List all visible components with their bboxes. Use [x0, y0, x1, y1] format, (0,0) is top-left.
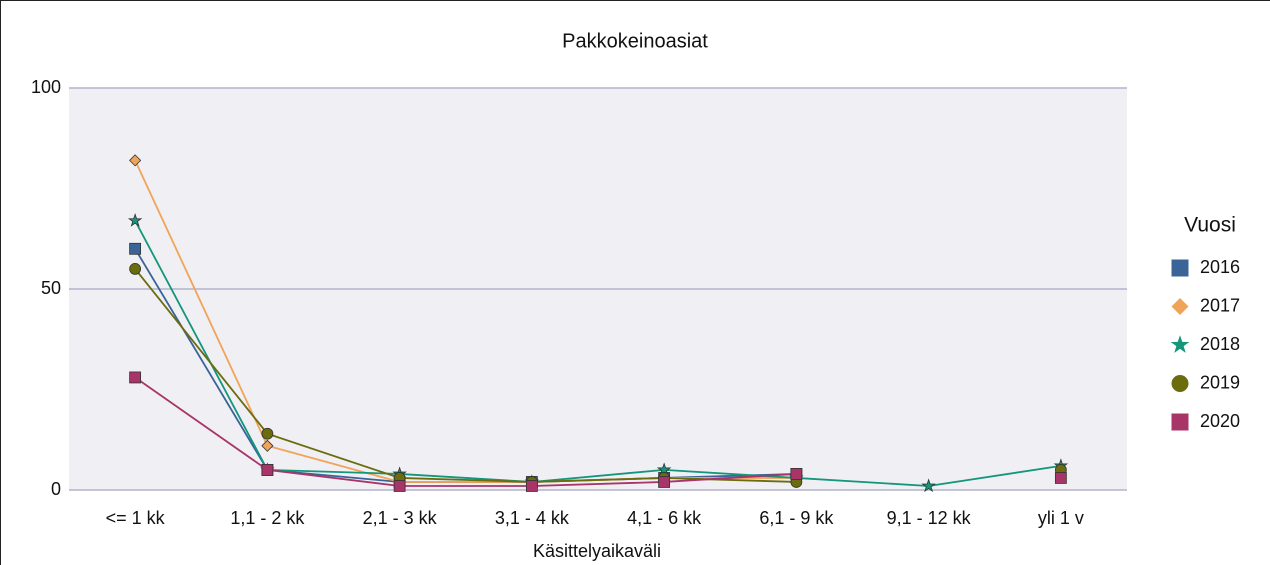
legend-title: Vuosi: [1184, 214, 1236, 237]
y-tick-label: 100: [31, 77, 61, 97]
y-tick-label: 50: [41, 278, 61, 298]
x-axis-label: Käsittelyaikaväli: [533, 541, 661, 561]
legend-label: 2018: [1200, 334, 1240, 354]
marker: [393, 480, 406, 492]
marker: [261, 439, 274, 452]
marker: [129, 242, 142, 255]
x-tick-label: 4,1 - 6 kk: [627, 508, 702, 528]
marker: [127, 213, 143, 227]
series-line: [134, 220, 1062, 487]
legend-label: 2016: [1200, 257, 1240, 277]
x-tick-label: <= 1 kk: [106, 508, 166, 528]
marker: [261, 463, 274, 476]
marker: [790, 468, 803, 480]
marker: [1054, 472, 1067, 484]
marker: [1171, 413, 1189, 431]
marker: [129, 262, 142, 275]
marker: [658, 476, 671, 488]
x-tick-label: yli 1 v: [1038, 508, 1084, 528]
y-tick-label: 0: [51, 479, 61, 499]
marker: [525, 480, 538, 492]
marker: [1171, 375, 1189, 392]
marker: [1171, 298, 1189, 315]
chart-title: Pakkokeinoasiat: [562, 30, 708, 52]
marker: [261, 427, 274, 440]
marker: [129, 154, 142, 167]
marker: [129, 371, 142, 384]
x-tick-label: 6,1 - 9 kk: [759, 508, 834, 528]
legend-label: 2020: [1200, 411, 1240, 431]
legend-label: 2019: [1200, 372, 1240, 392]
x-tick-label: 3,1 - 4 kk: [495, 508, 570, 528]
x-tick-label: 9,1 - 12 kk: [887, 508, 972, 528]
legend-label: 2017: [1200, 295, 1240, 315]
x-tick-label: 1,1 - 2 kk: [230, 508, 305, 528]
marker: [921, 478, 936, 493]
x-tick-label: 2,1 - 3 kk: [363, 508, 438, 528]
marker: [1170, 335, 1190, 353]
marker: [1171, 259, 1189, 277]
